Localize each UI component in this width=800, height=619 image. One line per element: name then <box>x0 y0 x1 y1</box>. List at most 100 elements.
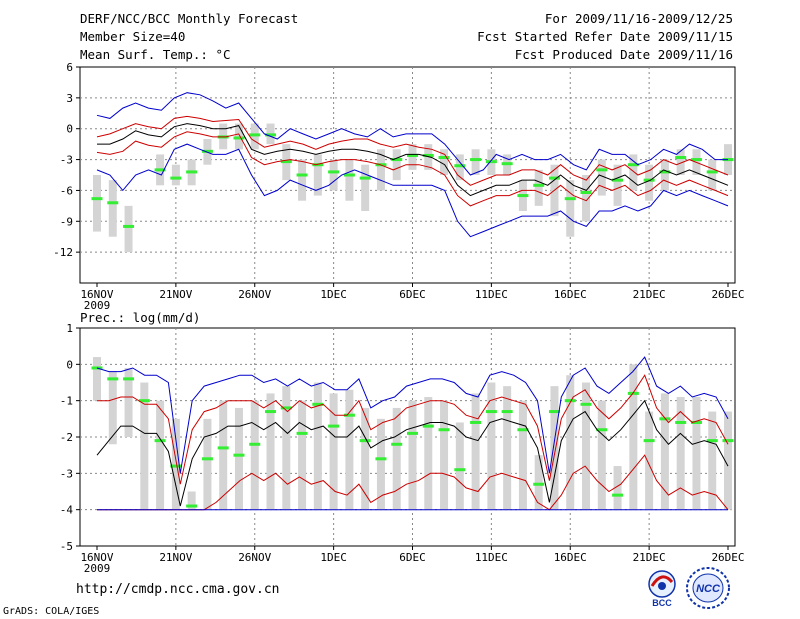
median-marker <box>548 410 560 414</box>
top-panel-variable: Mean Surf. Temp.: °C <box>80 47 231 62</box>
median-marker <box>470 420 482 424</box>
median-marker <box>233 453 245 457</box>
source-url[interactable]: http://cmdp.ncc.cma.gov.cn <box>76 582 280 597</box>
median-marker <box>643 439 655 443</box>
series-line-max <box>96 356 729 474</box>
series-line-upper <box>96 115 729 186</box>
spread-box <box>171 164 180 186</box>
y-tick-label: -2 <box>60 431 73 444</box>
median-marker <box>612 178 624 182</box>
median-marker <box>548 176 560 180</box>
median-marker <box>564 197 576 201</box>
spread-box <box>313 154 322 196</box>
median-marker <box>123 377 135 381</box>
median-marker <box>296 431 308 435</box>
median-marker <box>201 457 213 461</box>
spread-box <box>534 169 543 206</box>
spread-box <box>329 393 338 510</box>
median-marker <box>422 153 434 157</box>
spread-box <box>550 386 559 510</box>
spread-box <box>660 393 669 510</box>
x-tick-label: 26NOV <box>238 551 271 564</box>
spread-box <box>234 407 243 510</box>
median-marker <box>233 136 245 140</box>
median-marker <box>438 156 450 160</box>
spread-box <box>487 382 496 510</box>
spread-box <box>171 418 180 510</box>
spread-box <box>345 159 354 201</box>
median-marker <box>201 149 213 153</box>
spread-box <box>440 400 449 510</box>
median-marker <box>675 156 687 160</box>
x-tick-label: 16NOV <box>80 288 113 301</box>
spread-box <box>124 205 133 253</box>
median-marker <box>107 377 119 381</box>
median-marker <box>564 399 576 403</box>
median-marker <box>217 446 229 450</box>
spread-box <box>566 375 575 510</box>
median-marker <box>186 504 198 508</box>
chart-title: DERF/NCC/BCC Monthly Forecast <box>80 11 299 26</box>
spread-box <box>345 389 354 510</box>
median-marker <box>265 410 277 414</box>
median-marker <box>517 194 529 198</box>
spread-box <box>471 393 480 510</box>
x-year-label: 2009 <box>84 299 111 312</box>
median-marker <box>328 424 340 428</box>
y-tick-label: 0 <box>66 358 73 371</box>
median-marker <box>186 170 198 174</box>
spread-box <box>408 144 417 170</box>
x-tick-label: 11DEC <box>475 288 508 301</box>
median-marker <box>280 406 292 410</box>
spread-box <box>660 159 669 191</box>
spread-box <box>187 491 196 510</box>
x-tick-label: 6DEC <box>399 551 426 564</box>
median-marker <box>265 133 277 137</box>
spread-box <box>503 386 512 510</box>
median-marker <box>375 457 387 461</box>
y-tick-label: -5 <box>60 540 73 553</box>
x-tick-label: 21NOV <box>159 551 192 564</box>
x-tick-label: 1DEC <box>320 288 347 301</box>
spread-box <box>298 400 307 510</box>
median-marker <box>706 170 718 174</box>
median-marker <box>312 402 324 406</box>
series-line-max <box>96 92 728 176</box>
fcst-started-date: Fcst Started Refer Date 2009/11/15 <box>477 29 733 44</box>
y-tick-label: -1 <box>60 395 73 408</box>
spread-box <box>708 159 717 191</box>
median-marker <box>485 410 497 414</box>
series-line-mean <box>96 399 729 507</box>
x-tick-label: 16DEC <box>554 288 587 301</box>
spread-box <box>298 159 307 201</box>
median-marker <box>627 163 639 167</box>
median-marker <box>422 424 434 428</box>
median-marker <box>533 482 545 486</box>
spread-box <box>93 175 101 232</box>
median-marker <box>170 464 182 468</box>
spread-box <box>156 400 165 510</box>
spread-box <box>455 154 464 181</box>
spread-box <box>629 364 638 510</box>
median-marker <box>249 133 261 137</box>
median-marker <box>343 173 355 177</box>
median-marker <box>580 402 592 406</box>
x-tick-label: 21NOV <box>159 288 192 301</box>
spread-box <box>676 397 685 510</box>
median-marker <box>501 162 513 166</box>
y-tick-label: -4 <box>60 504 74 517</box>
spread-box <box>455 422 464 510</box>
median-marker <box>690 158 702 162</box>
median-marker <box>107 201 119 205</box>
x-tick-label: 1DEC <box>320 551 347 564</box>
spread-box <box>645 411 654 510</box>
median-marker <box>722 439 734 443</box>
spread-box <box>724 411 732 510</box>
median-marker <box>596 428 608 432</box>
spread-box <box>313 382 322 510</box>
spread-box <box>613 466 622 510</box>
median-marker <box>643 178 655 182</box>
median-marker <box>328 170 340 174</box>
member-size: Member Size=40 <box>80 29 186 44</box>
